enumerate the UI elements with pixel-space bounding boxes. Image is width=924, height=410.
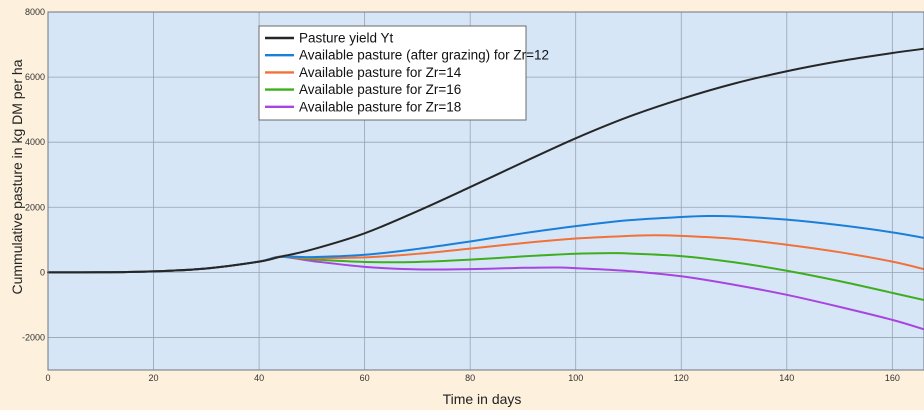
legend-box	[258, 25, 527, 121]
y-tick-label: 2000	[25, 202, 45, 212]
y-tick-label: 8000	[25, 7, 45, 17]
legend: Pasture yield Yt Available pasture (after…	[258, 25, 549, 121]
x-tick-label: 100	[568, 373, 583, 383]
x-tick-label: 80	[465, 373, 475, 383]
x-tick-label: 60	[360, 373, 370, 383]
y-tick-label: 6000	[25, 72, 45, 82]
x-axis-label: Time in days	[443, 391, 522, 407]
series-line	[47, 47, 924, 274]
legend-label: Available pasture (after grazing) for Zr…	[299, 48, 549, 63]
x-tick-label: 0	[45, 373, 50, 383]
x-tick-label: 20	[149, 373, 159, 383]
x-tick-label: 140	[779, 373, 794, 383]
y-axis-label: Cummulative pasture in kg DM per ha	[9, 59, 25, 294]
y-tick-label: 4000	[25, 137, 45, 147]
x-tick-label: 120	[674, 373, 689, 383]
series-layer	[47, 47, 924, 331]
legend-items: Pasture yield Yt Available pasture (after…	[265, 31, 549, 114]
y-tick-label: 0	[40, 267, 45, 277]
x-tick-label: 160	[885, 373, 900, 383]
tick-layer: 0 20 40 60 80 100 120 140 160 -2000 0 2000 4000 6000 8…	[22, 7, 900, 383]
legend-label: Available pasture for Zr=16	[299, 82, 461, 97]
plot-frame	[47, 11, 924, 371]
y-tick-label: -2000	[22, 332, 45, 342]
legend-label: Available pasture for Zr=18	[299, 99, 461, 114]
x-tick-label: 40	[254, 373, 264, 383]
legend-label: Pasture yield Yt	[299, 31, 394, 46]
legend-label: Available pasture for Zr=14	[299, 65, 462, 80]
